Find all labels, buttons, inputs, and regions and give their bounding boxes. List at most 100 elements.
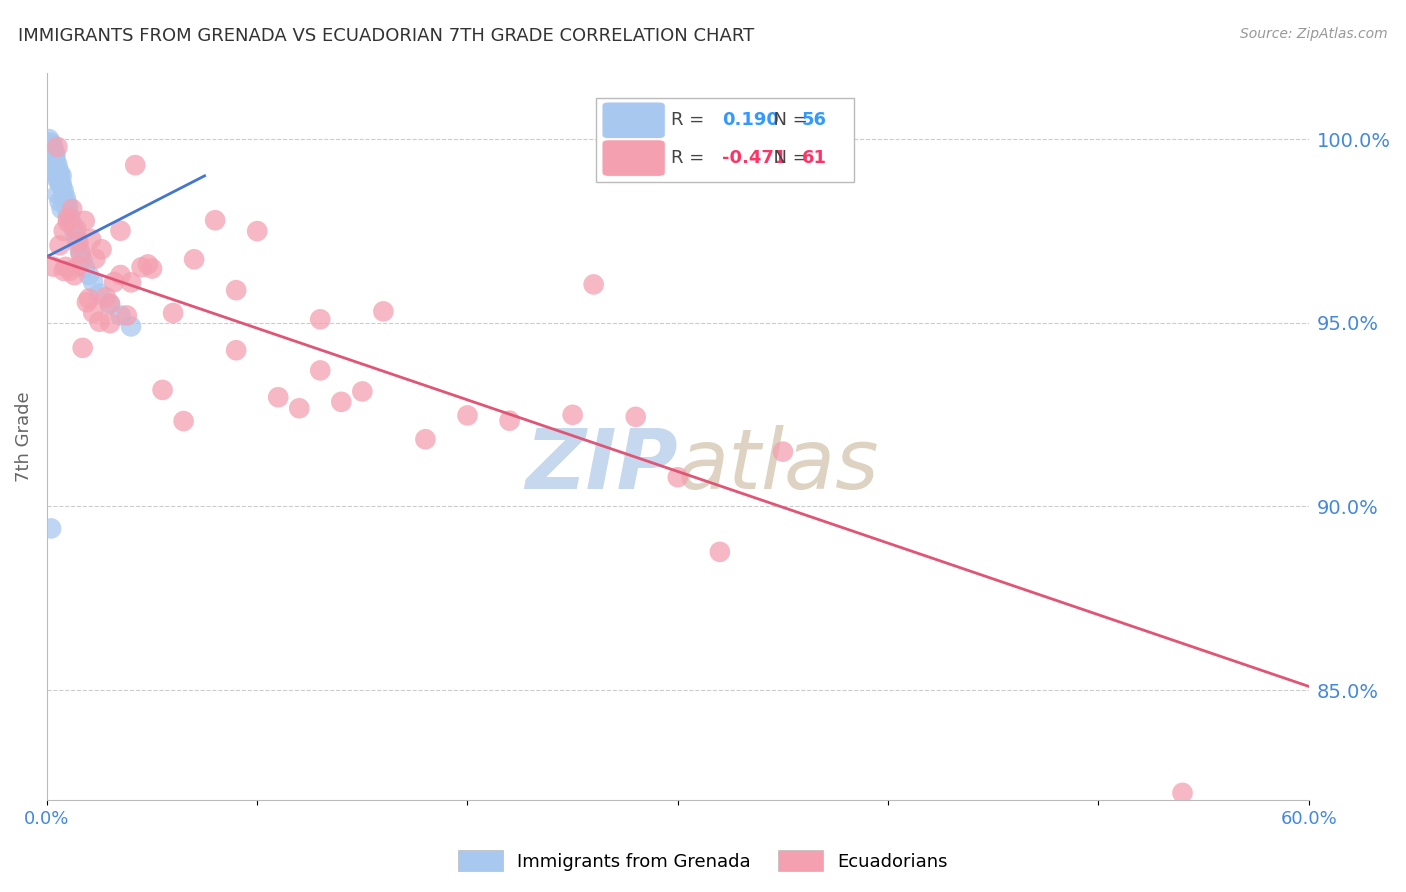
Point xyxy=(69,246,91,260)
Point xyxy=(110,224,132,238)
Point xyxy=(44,161,66,176)
Point xyxy=(582,277,605,292)
Point xyxy=(98,316,121,330)
Point xyxy=(46,172,69,186)
Point xyxy=(44,151,66,165)
Point xyxy=(52,184,75,198)
Point xyxy=(120,319,142,334)
Point xyxy=(56,198,79,212)
Point xyxy=(46,161,69,176)
Point xyxy=(39,146,62,161)
Point xyxy=(162,306,184,320)
Point xyxy=(55,260,77,274)
Legend: Immigrants from Grenada, Ecuadorians: Immigrants from Grenada, Ecuadorians xyxy=(450,843,956,879)
Point xyxy=(55,191,77,205)
Point xyxy=(56,205,79,219)
Point xyxy=(456,409,478,423)
Text: Source: ZipAtlas.com: Source: ZipAtlas.com xyxy=(1240,27,1388,41)
Text: 61: 61 xyxy=(801,149,827,167)
Point xyxy=(51,202,73,216)
Point xyxy=(51,176,73,190)
Point xyxy=(39,521,62,535)
Point xyxy=(152,383,174,397)
Point xyxy=(709,545,731,559)
Point xyxy=(124,158,146,172)
Point xyxy=(60,217,83,231)
Point xyxy=(39,151,62,165)
Point xyxy=(225,343,247,358)
Point xyxy=(46,187,69,202)
Point xyxy=(561,408,583,422)
Point xyxy=(67,238,90,252)
Point xyxy=(46,158,69,172)
Point xyxy=(225,283,247,297)
Point xyxy=(48,238,70,252)
Point xyxy=(82,276,104,290)
Point xyxy=(115,309,138,323)
Point xyxy=(73,214,96,228)
Point xyxy=(42,154,65,169)
Point xyxy=(84,252,107,266)
Point xyxy=(46,140,69,154)
Point xyxy=(69,246,91,260)
Point xyxy=(72,341,94,355)
Point xyxy=(309,363,332,377)
Point xyxy=(48,169,70,183)
Point xyxy=(1171,786,1194,800)
FancyBboxPatch shape xyxy=(602,102,665,138)
Point xyxy=(44,146,66,161)
Text: R =: R = xyxy=(672,112,710,129)
Point xyxy=(98,296,121,310)
Point xyxy=(39,139,62,153)
Point xyxy=(67,235,90,250)
Point xyxy=(772,444,794,458)
Point xyxy=(42,143,65,157)
Point xyxy=(42,146,65,161)
Point xyxy=(51,179,73,194)
Point xyxy=(415,432,437,446)
Point xyxy=(56,215,79,229)
Text: ZIP: ZIP xyxy=(526,425,678,506)
Point xyxy=(77,292,100,306)
Point xyxy=(52,191,75,205)
Text: N =: N = xyxy=(762,149,814,167)
Point xyxy=(48,165,70,179)
Y-axis label: 7th Grade: 7th Grade xyxy=(15,392,32,482)
Point xyxy=(204,213,226,227)
Point xyxy=(56,211,79,226)
Point xyxy=(90,242,112,256)
Point xyxy=(63,268,86,282)
Point xyxy=(98,297,121,311)
Point xyxy=(65,222,87,236)
Point xyxy=(42,161,65,176)
Point xyxy=(136,257,159,271)
Point xyxy=(246,224,269,238)
Point xyxy=(131,260,153,275)
Point xyxy=(173,414,195,428)
Point xyxy=(110,309,132,323)
Point xyxy=(44,165,66,179)
Text: 0.190: 0.190 xyxy=(721,112,779,129)
Point xyxy=(183,252,205,267)
Point xyxy=(373,304,395,318)
Point xyxy=(77,268,100,282)
Point xyxy=(267,390,290,404)
Text: R =: R = xyxy=(672,149,710,167)
Point xyxy=(89,315,111,329)
Point xyxy=(52,264,75,278)
Point xyxy=(80,232,103,246)
Point xyxy=(89,286,111,301)
Point xyxy=(72,253,94,268)
Point xyxy=(82,306,104,320)
Point xyxy=(48,194,70,209)
Point xyxy=(103,275,125,289)
Point xyxy=(42,139,65,153)
Point xyxy=(110,268,132,282)
Point xyxy=(38,132,60,146)
Point xyxy=(67,259,90,273)
Point xyxy=(52,224,75,238)
Point xyxy=(38,136,60,150)
Point xyxy=(666,470,689,484)
Point xyxy=(51,169,73,183)
Point xyxy=(120,276,142,290)
